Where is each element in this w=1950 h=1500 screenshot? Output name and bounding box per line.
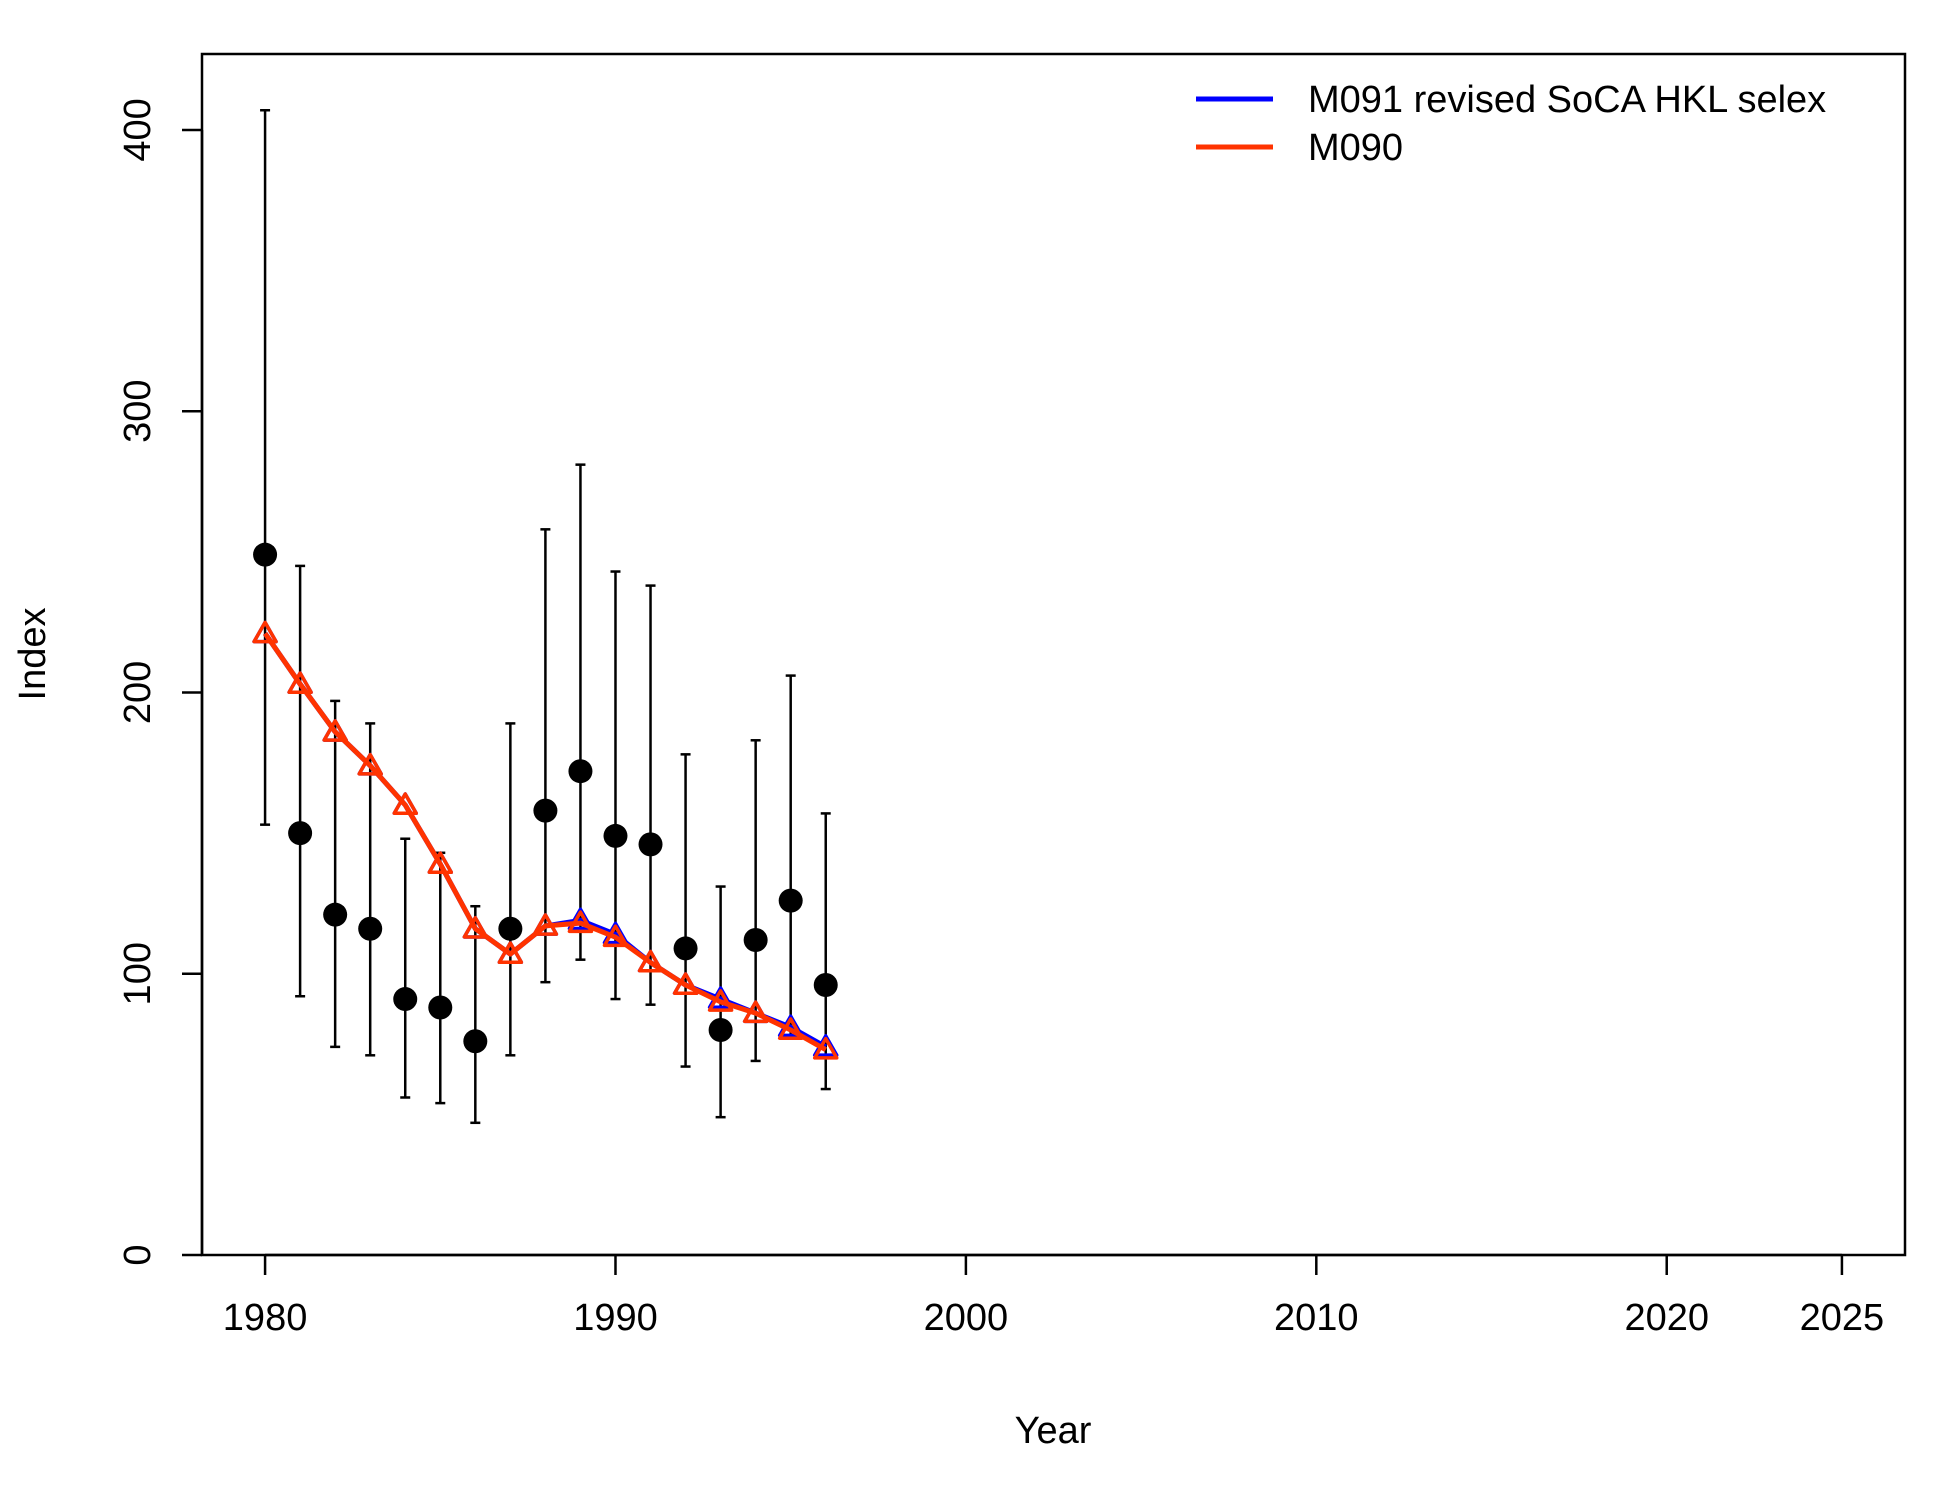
observed-point bbox=[533, 798, 558, 823]
series-line-2 bbox=[263, 631, 827, 1052]
observed-point bbox=[393, 987, 418, 1012]
x-axis-title: Year bbox=[1015, 1410, 1092, 1452]
x-tick-label: 2020 bbox=[1624, 1297, 1709, 1339]
x-tick-label: 2010 bbox=[1274, 1297, 1359, 1339]
x-tick-label: 2000 bbox=[924, 1297, 1009, 1339]
fit-lines bbox=[252, 620, 839, 1060]
y-axis: 0 100 200 300 400 bbox=[117, 98, 204, 1266]
y-tick-label: 100 bbox=[117, 942, 159, 1005]
observed-point bbox=[673, 936, 698, 961]
observed-point bbox=[743, 927, 768, 952]
series-marker-2 bbox=[497, 941, 524, 965]
series-marker-2 bbox=[777, 1017, 804, 1040]
y-tick-label: 200 bbox=[117, 661, 159, 724]
observed-point bbox=[568, 759, 593, 784]
series-marker-2 bbox=[392, 792, 418, 815]
observed-point bbox=[638, 832, 663, 857]
observed-point bbox=[498, 916, 523, 941]
series-marker-2 bbox=[287, 671, 313, 695]
series-marker-2 bbox=[672, 972, 699, 995]
observed-point bbox=[358, 916, 383, 941]
series-marker-2 bbox=[252, 620, 278, 644]
observed-point bbox=[428, 995, 453, 1020]
observed-point bbox=[323, 902, 348, 927]
legend-label-2: M090 bbox=[1308, 127, 1403, 169]
series-marker-2 bbox=[637, 949, 664, 973]
series-marker-2 bbox=[462, 915, 489, 939]
series-marker-2 bbox=[532, 913, 559, 936]
x-tick-label: 1980 bbox=[223, 1297, 308, 1339]
observed-points bbox=[253, 542, 838, 1054]
observed-point bbox=[463, 1029, 488, 1054]
x-tick-label: 1990 bbox=[573, 1297, 658, 1339]
series-marker-2 bbox=[567, 910, 594, 934]
y-tick-label: 0 bbox=[117, 1244, 159, 1265]
observed-point bbox=[288, 821, 313, 846]
legend: M091 revised SoCA HKL selex M090 bbox=[1196, 79, 1826, 169]
x-axis: 1980 1990 2000 2010 2020 2025 bbox=[223, 1253, 1885, 1339]
observed-point bbox=[603, 823, 628, 848]
observed-point bbox=[708, 1017, 733, 1042]
series-marker-2 bbox=[357, 752, 383, 776]
y-tick-label: 300 bbox=[117, 380, 159, 443]
series-marker-2 bbox=[602, 924, 629, 948]
series-marker-2 bbox=[427, 851, 454, 875]
series-marker-2 bbox=[322, 719, 348, 742]
series-marker-2 bbox=[812, 1036, 839, 1060]
observed-point bbox=[253, 542, 278, 567]
x-tick-label: 2025 bbox=[1800, 1297, 1885, 1339]
legend-label-1: M091 revised SoCA HKL selex bbox=[1308, 79, 1826, 121]
observed-point bbox=[813, 972, 838, 997]
series-marker-2 bbox=[742, 1000, 769, 1024]
y-tick-label: 400 bbox=[117, 98, 159, 161]
observed-point bbox=[778, 888, 803, 913]
series-marker-2 bbox=[707, 989, 734, 1012]
y-axis-title: Index bbox=[12, 608, 54, 701]
